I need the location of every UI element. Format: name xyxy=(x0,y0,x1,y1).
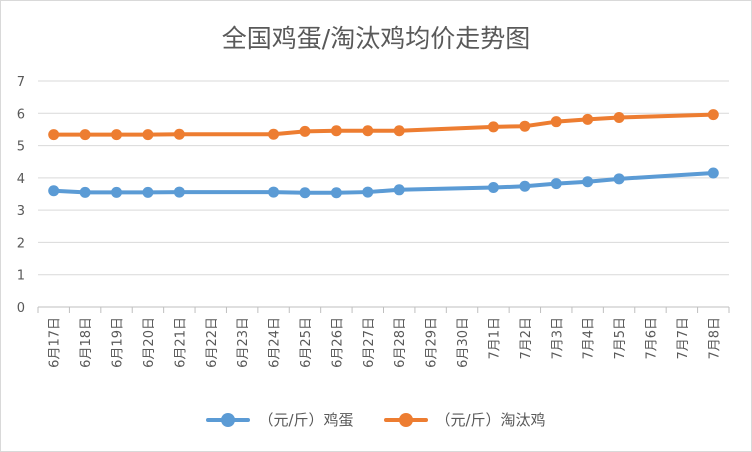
data-point xyxy=(519,180,531,192)
line-chart: 0 1 2 3 4 5 6 7 6月17日 6月18日 6月19日 6月20日 6月21日 6月22日 6月… xyxy=(17,75,730,368)
x-tick-label: 7月2日 xyxy=(519,317,534,360)
chart-legend: （元/斤）鸡蛋 （元/斤）淘汰鸡 xyxy=(1,409,751,430)
data-point xyxy=(707,167,719,179)
legend-label: （元/斤）淘汰鸡 xyxy=(435,411,546,429)
y-tick-label: 0 xyxy=(17,301,25,316)
data-point xyxy=(582,176,594,188)
x-tick-label: 6月17日 xyxy=(48,317,63,368)
data-point xyxy=(550,116,562,128)
x-tick-label: 6月19日 xyxy=(111,317,126,368)
x-tick-label: 7月5日 xyxy=(613,317,628,360)
data-point xyxy=(268,128,280,140)
x-tick-label: 7月4日 xyxy=(582,317,597,360)
data-point xyxy=(111,129,123,141)
data-point xyxy=(330,187,342,199)
data-point xyxy=(173,128,185,140)
x-tick-label: 6月30日 xyxy=(456,317,471,368)
data-point xyxy=(550,178,562,190)
data-point xyxy=(613,173,625,185)
data-point xyxy=(362,186,374,198)
legend-entry: （元/斤）鸡蛋 xyxy=(206,409,354,430)
data-point xyxy=(48,129,60,141)
chart-title: 全国鸡蛋/淘汰鸡均价走势图 xyxy=(221,24,531,53)
y-tick-label: 7 xyxy=(17,75,25,90)
data-point xyxy=(142,186,154,198)
data-point xyxy=(142,129,154,141)
legend-label: （元/斤）鸡蛋 xyxy=(258,411,354,429)
data-point xyxy=(111,186,123,198)
x-tick-label: 6月29日 xyxy=(425,317,440,368)
data-point xyxy=(79,129,91,141)
x-tick-label: 6月23日 xyxy=(236,317,251,368)
y-tick-label: 3 xyxy=(17,204,25,219)
data-point xyxy=(330,125,342,137)
data-point xyxy=(48,185,60,197)
x-tick-label: 7月8日 xyxy=(707,317,722,360)
x-tick-label: 7月7日 xyxy=(676,317,691,360)
y-tick-label: 4 xyxy=(17,172,25,187)
data-point xyxy=(393,184,405,196)
y-tick-label: 5 xyxy=(17,140,25,155)
x-tick-label: 6月27日 xyxy=(362,317,377,368)
data-point xyxy=(519,120,531,132)
x-tick-label: 6月20日 xyxy=(142,317,157,368)
data-point xyxy=(393,125,405,137)
data-point xyxy=(299,187,311,199)
data-point xyxy=(613,111,625,123)
data-point xyxy=(173,186,185,198)
x-tick-label: 7月3日 xyxy=(550,317,565,360)
y-tick-label: 1 xyxy=(17,269,25,284)
data-point xyxy=(299,125,311,137)
data-point xyxy=(362,125,374,137)
data-point xyxy=(268,186,280,198)
x-tick-label: 6月28日 xyxy=(393,317,408,368)
x-tick-label: 6月24日 xyxy=(268,317,283,368)
x-tick-label: 6月25日 xyxy=(299,317,314,368)
x-tick-label: 6月18日 xyxy=(79,317,94,368)
x-tick-label: 7月6日 xyxy=(644,317,659,360)
y-tick-label: 6 xyxy=(17,107,25,122)
legend-swatch xyxy=(383,412,428,427)
data-point xyxy=(487,121,499,133)
x-tick-label: 6月26日 xyxy=(330,317,345,368)
series-line-2 xyxy=(51,112,716,137)
data-point xyxy=(487,182,499,194)
x-tick-label: 6月22日 xyxy=(205,317,220,368)
data-point xyxy=(707,109,719,121)
y-tick-label: 2 xyxy=(17,236,25,251)
legend-entry: （元/斤）淘汰鸡 xyxy=(383,409,546,430)
x-tick-label: 6月21日 xyxy=(173,317,188,368)
legend-swatch xyxy=(206,412,251,427)
data-point xyxy=(79,186,91,198)
data-point xyxy=(582,113,594,125)
series-line-1 xyxy=(51,171,716,195)
x-tick-label: 7月1日 xyxy=(487,317,502,360)
